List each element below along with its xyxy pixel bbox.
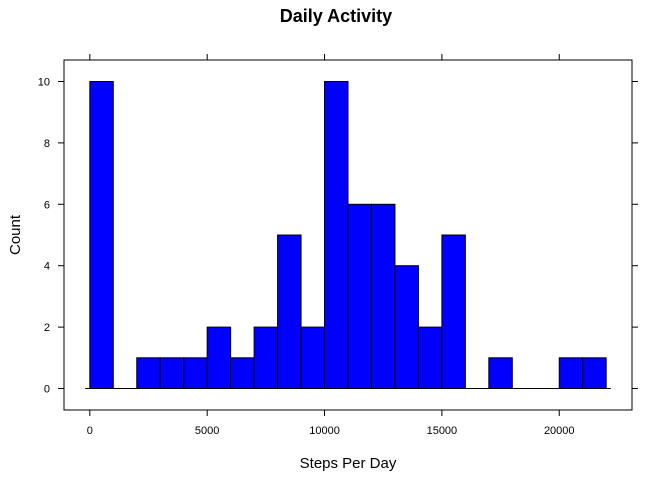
bar-20	[558, 357, 584, 390]
bar-15	[441, 234, 466, 390]
x-axis-ticks: 0 5000 10000 15000 20000	[87, 54, 575, 437]
bar-21	[582, 357, 607, 390]
y-tick-label-1: 2	[44, 322, 50, 334]
chart-title: Daily Activity	[280, 6, 392, 26]
bar-0	[89, 80, 114, 390]
bar-10	[324, 80, 349, 390]
x-tick-label-4: 20000	[544, 425, 575, 437]
y-tick-label-2: 4	[44, 261, 50, 273]
bar-3	[159, 357, 185, 390]
bar-7	[253, 326, 279, 390]
bar-12	[370, 203, 396, 390]
bar-8	[277, 234, 302, 390]
x-tick-label-1: 5000	[195, 425, 219, 437]
x-tick-label-3: 15000	[427, 425, 458, 437]
bar-2	[136, 357, 161, 390]
y-tick-label-0: 0	[44, 384, 50, 396]
bar-17	[488, 357, 513, 390]
bar-4	[183, 357, 208, 390]
bar-11	[347, 203, 372, 390]
y-axis-label: Count	[7, 214, 24, 255]
bar-13	[394, 265, 419, 390]
x-tick-label-0: 0	[87, 425, 93, 437]
bar-6	[230, 357, 255, 390]
x-tick-label-2: 10000	[309, 425, 340, 437]
plot-frame	[63, 59, 633, 411]
y-tick-label-5: 10	[38, 76, 50, 88]
y-tick-label-4: 8	[44, 138, 50, 150]
bar-9	[300, 326, 326, 390]
bar-5	[206, 326, 232, 390]
bar-14	[417, 326, 443, 390]
y-tick-label-3: 6	[44, 199, 50, 211]
x-axis-label: Steps Per Day	[300, 455, 397, 472]
bars-group	[89, 80, 607, 390]
y-axis-ticks: 0 2 4 6 8 10	[38, 76, 638, 396]
